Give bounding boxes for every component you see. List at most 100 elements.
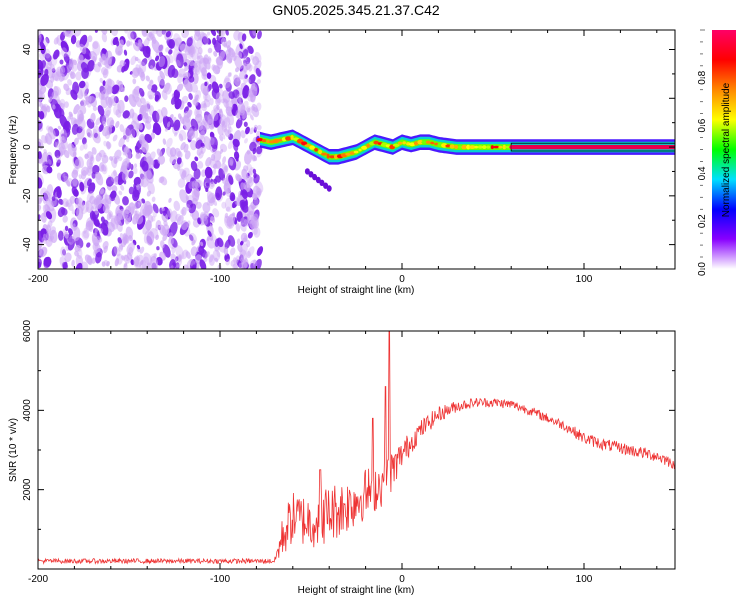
- noise-blob: [99, 77, 104, 84]
- noise-blob: [66, 64, 72, 72]
- noise-blob: [78, 80, 86, 89]
- noise-blob: [247, 231, 253, 239]
- noise-blob: [242, 85, 250, 99]
- y-tick-label: 4000: [22, 399, 33, 422]
- noise-blob: [252, 103, 258, 113]
- noise-blob: [114, 257, 120, 267]
- noise-blob: [222, 191, 226, 196]
- noise-blob: [46, 154, 54, 167]
- noise-blob: [193, 90, 202, 103]
- noise-blob: [228, 91, 235, 99]
- ridge-core-dot: [285, 136, 292, 141]
- ridge-core-dot: [417, 140, 424, 145]
- noise-blob: [39, 196, 43, 202]
- noise-blob: [116, 253, 123, 265]
- snr-frame: [37, 330, 676, 570]
- noise-blob: [256, 79, 261, 85]
- noise-blob: [174, 132, 178, 137]
- noise-blob: [219, 108, 223, 113]
- noise-blob: [156, 246, 160, 251]
- spectrogram-y-axis-label: Frequency (Hz): [8, 116, 19, 185]
- noise-blob: [46, 184, 54, 196]
- ridge-core-dot: [466, 144, 471, 150]
- noise-blob: [164, 127, 169, 132]
- noise-blob: [127, 30, 134, 41]
- ridge-core-dot: [421, 140, 428, 144]
- noise-blob: [220, 37, 228, 47]
- noise-blob: [86, 128, 93, 139]
- noise-blob: [105, 176, 115, 187]
- spectrogram-y-tick-labels: -40 -20 0 20 40: [22, 44, 33, 252]
- noise-blob: [227, 72, 232, 77]
- noise-blob: [123, 49, 128, 56]
- noise-blob: [117, 99, 125, 114]
- noise-blob: [215, 175, 221, 183]
- noise-blob: [118, 190, 123, 196]
- noise-blob: [98, 237, 103, 243]
- noise-blob: [46, 206, 51, 212]
- noise-blob: [191, 264, 196, 269]
- noise-blob: [222, 177, 227, 184]
- noise-blob: [136, 123, 140, 130]
- noise-blob: [255, 67, 262, 77]
- noise-blob: [257, 124, 262, 131]
- noise-blob: [174, 96, 180, 103]
- noise-blob: [225, 206, 231, 212]
- noise-blob: [75, 198, 82, 209]
- noise-blob: [152, 126, 157, 134]
- ridge-core-dot: [502, 144, 507, 150]
- ridge-core-dot: [413, 141, 419, 146]
- noise-blob: [185, 204, 191, 212]
- noise-blob: [179, 189, 188, 203]
- noise-blob: [241, 259, 247, 269]
- noise-blob: [190, 82, 199, 93]
- noise-blob: [243, 165, 249, 172]
- noise-blob: [84, 153, 89, 159]
- noise-blob: [106, 261, 110, 267]
- noise-blob: [177, 113, 182, 120]
- noise-blob: [92, 105, 98, 112]
- noise-blob: [111, 185, 118, 193]
- noise-blob: [76, 206, 84, 221]
- ridge-core-dot: [430, 141, 435, 145]
- noise-blob: [49, 63, 56, 72]
- noise-blob: [203, 99, 211, 108]
- noise-blob: [86, 242, 91, 248]
- noise-blob: [53, 37, 59, 45]
- noise-blob: [196, 109, 200, 115]
- noise-blob: [225, 100, 234, 112]
- noise-blob: [194, 156, 199, 162]
- x-tick-label: -100: [210, 574, 230, 585]
- noise-blob: [171, 68, 179, 78]
- noise-blob: [224, 166, 228, 171]
- noise-blob: [165, 31, 172, 38]
- noise-blob: [197, 160, 204, 169]
- noise-blob: [253, 172, 257, 179]
- noise-blob: [131, 88, 140, 103]
- noise-blob: [58, 73, 65, 82]
- noise-blob: [113, 169, 117, 177]
- noise-blob: [43, 257, 51, 267]
- noise-blob: [224, 197, 233, 212]
- noise-blob: [251, 193, 258, 200]
- ridge-core-dot: [314, 148, 318, 152]
- noise-blob: [204, 166, 213, 179]
- noise-blob: [190, 118, 199, 131]
- noise-blob: [97, 105, 105, 116]
- noise-blob: [124, 95, 129, 102]
- noise-blob: [92, 125, 101, 140]
- noise-blob: [144, 120, 152, 130]
- noise-blob: [206, 38, 212, 45]
- noise-blob: [206, 72, 212, 79]
- noise-blob: [152, 110, 160, 123]
- noise-blob: [125, 124, 134, 136]
- noise-blob: [190, 140, 198, 151]
- noise-blob: [132, 78, 137, 85]
- noise-blob: [98, 149, 105, 158]
- noise-blob: [224, 180, 228, 187]
- noise-blob: [68, 70, 73, 76]
- noise-blob: [77, 54, 84, 65]
- noise-blob: [59, 114, 68, 129]
- ridge-core-dot: [449, 144, 455, 149]
- noise-blob: [121, 65, 126, 73]
